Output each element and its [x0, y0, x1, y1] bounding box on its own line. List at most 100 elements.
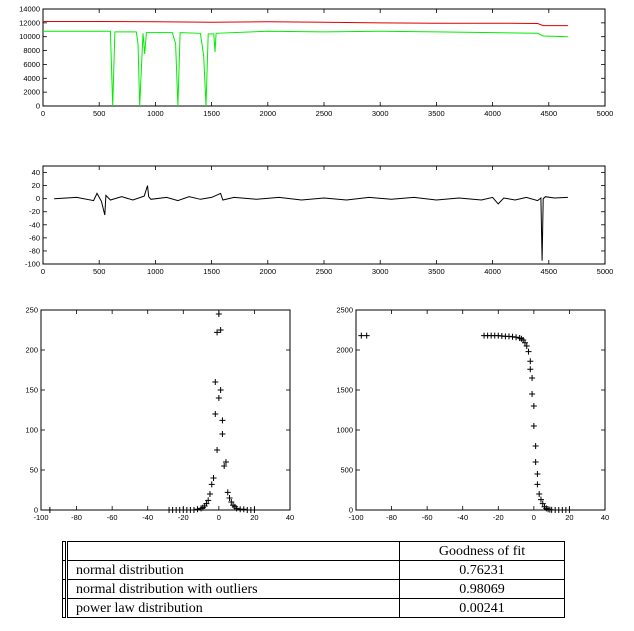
scatter-point	[358, 332, 365, 339]
scatter-point	[527, 358, 534, 365]
x-tick-label: 20	[250, 513, 258, 522]
x-tick-label: 40	[601, 513, 609, 522]
x-tick-label: 1000	[147, 109, 164, 118]
scatter-point	[532, 459, 539, 465]
scatter-point	[251, 507, 258, 513]
x-tick-label: 0	[41, 267, 45, 276]
scatter-point	[206, 491, 213, 497]
table-header-blank	[66, 541, 400, 561]
x-tick-label: 0	[41, 109, 45, 118]
scatter-point	[233, 505, 240, 512]
y-tick-label: 100	[25, 426, 38, 435]
table-row-value: 0.98069	[399, 579, 565, 599]
scatter-point	[530, 423, 537, 429]
x-tick-label: 4000	[484, 267, 501, 276]
x-tick-label: 500	[93, 109, 106, 118]
x-tick-label: -60	[422, 513, 433, 522]
y-tick-label: 2000	[23, 88, 40, 97]
x-tick-label: 500	[93, 267, 106, 276]
x-tick-label: -80	[386, 513, 397, 522]
x-tick-label: 5000	[597, 267, 614, 276]
scatter-point	[205, 497, 212, 504]
table-header-goodness-of-fit: Goodness of fit	[399, 541, 565, 561]
x-tick-label: 1500	[203, 109, 220, 118]
goodness-of-fit-table: Goodness of fit normal distribution 0.76…	[62, 541, 565, 618]
table-row: power law distribution 0.00241	[62, 598, 565, 618]
scatter-point	[208, 481, 215, 488]
y-tick-label: 200	[25, 346, 38, 355]
scatter-point	[221, 463, 228, 469]
table-row: normal distribution 0.76231	[62, 560, 565, 580]
x-tick-label: 0	[532, 513, 536, 522]
scatter-point	[219, 417, 226, 424]
scatter-point	[212, 411, 219, 417]
chart-3: -100 -80 -60 -40 -20 0 20 40 0 50 100 150 200 250	[25, 306, 294, 523]
y-tick-label: 10000	[19, 32, 40, 41]
scatter-point	[214, 447, 221, 453]
x-tick-label: 0	[217, 513, 221, 522]
y-tick-label: -60	[29, 233, 40, 242]
scatter-point	[513, 334, 520, 341]
scatter-point	[529, 375, 536, 381]
plot-frame	[355, 309, 606, 511]
table-gutter-cell	[62, 598, 68, 618]
x-tick-label: 4000	[484, 109, 501, 118]
scatter-point	[525, 348, 532, 355]
scatter-point	[46, 507, 53, 513]
scatter-point	[224, 489, 231, 496]
y-tick-label: -40	[29, 220, 40, 229]
x-tick-label: -20	[178, 513, 189, 522]
y-tick-label: -20	[29, 207, 40, 216]
series-line-1	[54, 185, 568, 261]
scatter-point	[217, 327, 224, 333]
chart-2: 0 500 1000 1500 2000 2500 3000 3500 4000 4500 5000…	[25, 165, 614, 276]
y-tick-label: 2500	[336, 306, 353, 315]
x-tick-label: -100	[348, 513, 363, 522]
y-tick-label: 1500	[336, 386, 353, 395]
y-tick-label: 14000	[19, 5, 40, 14]
scatter-point	[532, 443, 539, 449]
table-row-label: normal distribution with outliers	[66, 579, 400, 599]
x-tick-label: -20	[493, 513, 504, 522]
scatter-point	[210, 475, 217, 481]
scatter-point	[566, 507, 573, 513]
x-tick-label: 3000	[372, 267, 389, 276]
plot-frame	[42, 165, 606, 265]
scatter-point	[217, 387, 224, 393]
plot-frame	[40, 309, 291, 511]
x-tick-label: 3500	[428, 267, 445, 276]
x-tick-label: -40	[457, 513, 468, 522]
y-tick-label: 4000	[23, 74, 40, 83]
scatter-point	[534, 481, 541, 488]
chart-1: 0 500 1000 1500 2000 2500 3000 3500 4000 4500 5000…	[19, 5, 613, 119]
x-tick-label: -40	[142, 513, 153, 522]
x-tick-label: 2000	[259, 109, 276, 118]
scatter-point	[527, 366, 534, 373]
y-tick-label: 250	[25, 306, 38, 315]
x-tick-label: 4500	[540, 109, 557, 118]
y-tick-label: -80	[29, 246, 40, 255]
x-tick-label: 4500	[540, 267, 557, 276]
scatter-point	[537, 496, 544, 503]
table-row-value: 0.00241	[399, 598, 565, 618]
scatter-point	[215, 311, 222, 317]
y-tick-label: 150	[25, 386, 38, 395]
x-tick-label: 20	[565, 513, 573, 522]
x-tick-label: 3500	[428, 109, 445, 118]
x-tick-label: 5000	[597, 109, 614, 118]
scatter-point	[530, 403, 537, 409]
y-tick-label: 1000	[336, 426, 353, 435]
y-tick-label: 8000	[23, 46, 40, 55]
x-tick-label: 40	[286, 513, 294, 522]
scatter-point	[222, 459, 229, 465]
y-tick-label: 500	[340, 466, 353, 475]
y-tick-label: 6000	[23, 60, 40, 69]
series-line-1	[43, 21, 568, 27]
table-row-label: normal distribution	[66, 560, 400, 580]
scatter-point	[536, 491, 543, 497]
table-header-row: Goodness of fit	[62, 541, 565, 561]
scatter-point	[226, 495, 233, 501]
scatter-point	[190, 507, 197, 513]
x-tick-label: 2500	[316, 267, 333, 276]
